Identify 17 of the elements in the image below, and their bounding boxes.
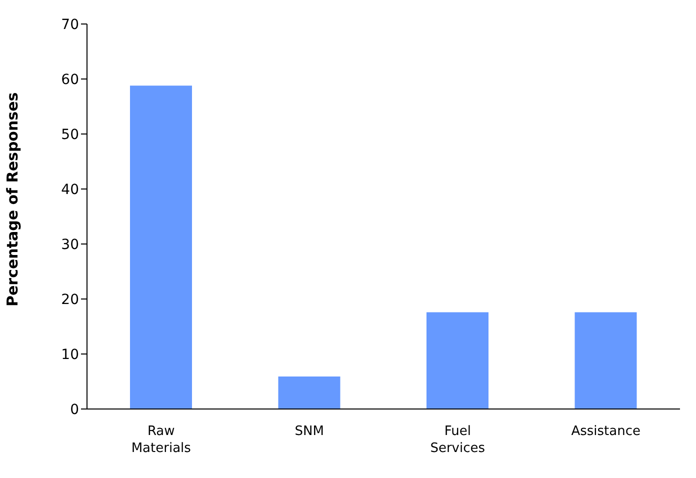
y-axis-title: Percentage of Responses	[3, 92, 22, 306]
y-tick-label: 10	[61, 346, 79, 363]
y-tick-label: 60	[61, 72, 79, 88]
bar	[278, 376, 340, 409]
y-tick-label: 50	[61, 126, 79, 143]
x-tick-label: SNM	[294, 424, 324, 439]
y-tick-label: 30	[61, 236, 79, 253]
bar	[426, 312, 488, 409]
x-tick-label: Fuel Services	[430, 424, 486, 456]
y-tick-label: 20	[61, 292, 79, 308]
y-tick-label: 40	[61, 182, 79, 198]
x-tick-label: Assistance	[571, 424, 641, 439]
y-tick-label: 70	[61, 16, 79, 33]
bar	[574, 312, 637, 409]
bar	[130, 86, 192, 409]
y-tick-label: 0	[70, 402, 79, 418]
x-tick-label: Raw Materials	[131, 424, 192, 456]
